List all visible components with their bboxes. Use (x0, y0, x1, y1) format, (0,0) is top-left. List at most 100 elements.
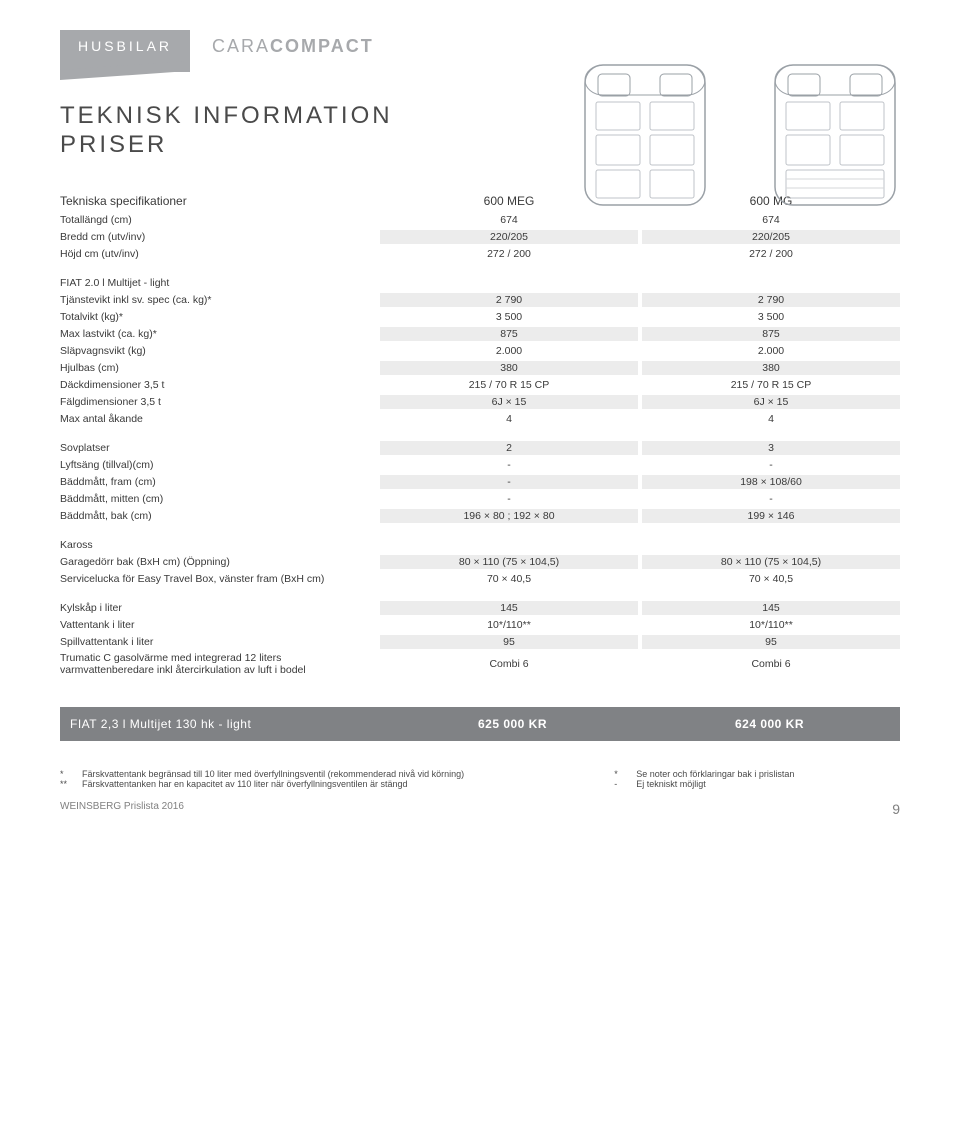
table-row: Bäddmått, bak (cm)196 × 80 ; 192 × 80 199… (60, 508, 900, 525)
table-row: Garagedörr bak (BxH cm) (Öppning)80 × 11… (60, 554, 900, 571)
table-row: Fälgdimensioner 3,5 t6J × 156J × 15 (60, 394, 900, 411)
price-col1: 625 000 KR (386, 717, 639, 731)
table-row: Trumatic C gasolvärme med integrerad 12 … (60, 651, 900, 677)
row-value: 145 (642, 601, 900, 615)
row-value: - (380, 492, 638, 506)
row-value: - (380, 458, 638, 472)
row-value: 6J × 15 (642, 395, 900, 409)
price-col2: 624 000 KR (643, 717, 896, 731)
row-value: 196 × 80 ; 192 × 80 (380, 509, 638, 523)
table-row: Lyftsäng (tillval)(cm)-- (60, 457, 900, 474)
row-value: 272 / 200 (642, 247, 900, 261)
row-label: Sovplatser (60, 441, 380, 455)
table-row: Max lastvikt (ca. kg)*875875 (60, 326, 900, 343)
row-label: Tjänstevikt inkl sv. spec (ca. kg)* (60, 293, 380, 307)
row-value: 95 (380, 635, 638, 649)
table-row: Höjd cm (utv/inv)272 / 200272 / 200 (60, 246, 900, 263)
table-row: Bäddmått, fram (cm)-198 × 108/60 (60, 474, 900, 491)
row-value: 875 (380, 327, 638, 341)
title-line-2: PRISER (60, 131, 167, 158)
table-row: Hjulbas (cm)380380 (60, 360, 900, 377)
body-heading-row: Kaross (60, 537, 900, 554)
footnote-row: *Färskvattentank begränsad till 10 liter… (60, 769, 574, 779)
spec-section-tanks: Kylskåp i liter145145Vattentank i liter1… (60, 600, 900, 677)
table-row: Bredd cm (utv/inv)220/205220/205 (60, 229, 900, 246)
row-value: 199 × 146 (642, 509, 900, 523)
row-label: Garagedörr bak (BxH cm) (Öppning) (60, 555, 380, 569)
table-row: Spillvattentank i liter9595 (60, 634, 900, 651)
footnote-mark: - (614, 779, 628, 789)
footnote-mark: * (614, 769, 628, 779)
brand-tag: CARACOMPACT (202, 30, 384, 72)
husbilar-tag: HUSBILAR (60, 30, 190, 72)
spec-section-sleep: Sovplatser23Lyftsäng (tillval)(cm)--Bädd… (60, 440, 900, 525)
footnotes: * Färskvattentank begränsad till 10 liter… (60, 769, 900, 789)
row-value: 80 × 110 (75 × 104,5) (380, 555, 638, 569)
page-number: 9 (892, 801, 900, 817)
price-label: FIAT 2,3 l Multijet 130 hk - light (70, 717, 386, 731)
row-value: 2.000 (642, 344, 900, 358)
footnotes-right: *Se noter och förklaringar bak i prislis… (614, 769, 900, 789)
row-value: 380 (380, 361, 638, 375)
body-heading: Kaross (60, 538, 380, 552)
row-value: 2 (380, 441, 638, 455)
footnote-row: ** Färskvattentanken har en kapacitet av … (60, 779, 574, 789)
row-value: 2.000 (380, 344, 638, 358)
footnote-text: Färskvattentanken har en kapacitet av 11… (82, 779, 408, 789)
row-value: - (642, 492, 900, 506)
row-value: 80 × 110 (75 × 104,5) (642, 555, 900, 569)
table-row: Kylskåp i liter145145 (60, 600, 900, 617)
row-label: Totalvikt (kg)* (60, 310, 380, 324)
row-label: Bäddmått, bak (cm) (60, 509, 380, 523)
row-label: Max antal åkande (60, 412, 380, 426)
row-value: 875 (642, 327, 900, 341)
row-value: 4 (642, 412, 900, 426)
footnote-mark: ** (60, 779, 74, 789)
table-row: Max antal åkande44 (60, 411, 900, 428)
table-row: Sovplatser23 (60, 440, 900, 457)
footnote-row: -Ej tekniskt möjligt (614, 779, 900, 789)
row-value: 95 (642, 635, 900, 649)
floorplan-icon (770, 60, 900, 210)
row-label: Bäddmått, fram (cm) (60, 475, 380, 489)
chassis-heading-row: FIAT 2.0 l Multijet - light (60, 275, 900, 292)
row-value: 2 790 (380, 293, 638, 307)
footnote-text: Färskvattentank begränsad till 10 liter … (82, 769, 464, 779)
footnotes-left: *Färskvattentank begränsad till 10 liter… (60, 769, 574, 789)
floorplan-row (580, 60, 900, 210)
row-label: Totallängd (cm) (60, 213, 380, 227)
row-value: 198 × 108/60 (642, 475, 900, 489)
floorplan-600mg (770, 60, 900, 210)
footer-brand: WEINSBERG Prislista 2016 (60, 801, 184, 817)
brand-light: CARA (212, 36, 270, 56)
row-value: 380 (642, 361, 900, 375)
row-value: 70 × 40,5 (380, 572, 638, 586)
row-value: 6J × 15 (380, 395, 638, 409)
row-value: - (380, 475, 638, 489)
row-value: 3 500 (642, 310, 900, 324)
row-value: Combi 6 (642, 657, 900, 671)
price-bar: FIAT 2,3 l Multijet 130 hk - light 625 0… (60, 707, 900, 741)
row-value: 215 / 70 R 15 CP (380, 378, 638, 392)
row-value: 145 (380, 601, 638, 615)
table-row: Vattentank i liter10*/110**10*/110** (60, 617, 900, 634)
row-label: Spillvattentank i liter (60, 635, 380, 649)
row-label: Bredd cm (utv/inv) (60, 230, 380, 244)
floorplan-icon (580, 60, 710, 210)
table-row: Totallängd (cm)674674 (60, 212, 900, 229)
row-label: Lyftsäng (tillval)(cm) (60, 458, 380, 472)
table-row: Totalvikt (kg)*3 5003 500 (60, 309, 900, 326)
row-value: 220/205 (642, 230, 900, 244)
row-value: 10*/110** (642, 618, 900, 632)
row-value: 2 790 (642, 293, 900, 307)
row-label: Fälgdimensioner 3,5 t (60, 395, 380, 409)
footnote-text: Ej tekniskt möjligt (636, 779, 706, 789)
page-footer: WEINSBERG Prislista 2016 9 (60, 801, 900, 817)
spec-section-chassis: FIAT 2.0 l Multijet - light Tjänstevikt … (60, 275, 900, 428)
table-row: Bäddmått, mitten (cm)-- (60, 491, 900, 508)
spec-section-body: Kaross Garagedörr bak (BxH cm) (Öppning)… (60, 537, 900, 588)
row-label: Max lastvikt (ca. kg)* (60, 327, 380, 341)
row-value: 674 (642, 213, 900, 227)
table-row: Däckdimensioner 3,5 t215 / 70 R 15 CP215… (60, 377, 900, 394)
row-label: Trumatic C gasolvärme med integrerad 12 … (60, 651, 380, 677)
